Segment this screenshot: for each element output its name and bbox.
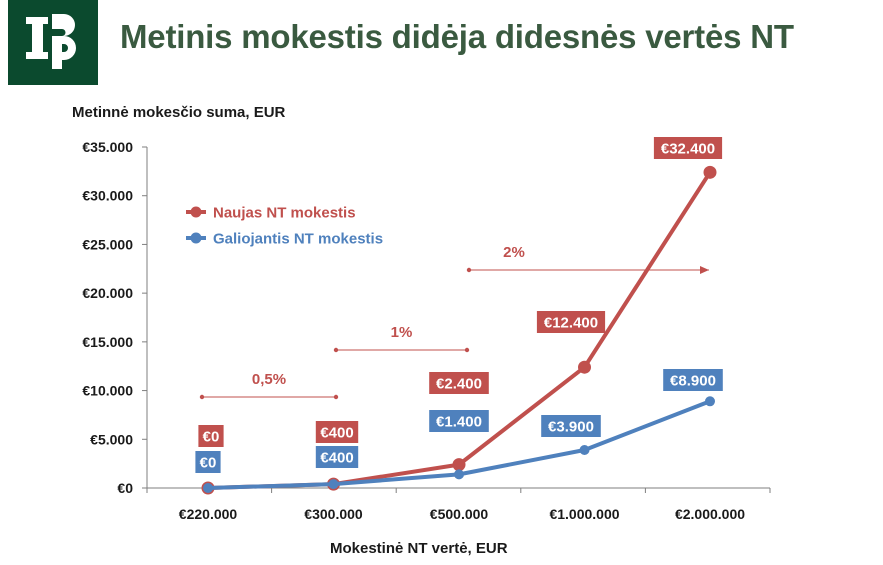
y-tick-label: €15.000 xyxy=(82,334,133,350)
data-label-box xyxy=(653,137,723,159)
x-tick-label: €2.000.000 xyxy=(675,506,745,522)
legend-label: Naujas NT mokestis xyxy=(213,205,356,222)
data-point xyxy=(454,469,464,480)
rate-range-arrow xyxy=(700,266,709,274)
rate-range-start xyxy=(333,347,339,353)
y-tick-label: €35.000 xyxy=(82,139,133,155)
data-label: €0 xyxy=(200,455,217,472)
rate-label: 1% xyxy=(391,324,413,341)
data-label: €2.400 xyxy=(436,376,482,393)
rate-label: 0,5% xyxy=(252,371,286,388)
data-label-box xyxy=(198,425,224,447)
bank-logo xyxy=(8,0,98,85)
data-label-box xyxy=(315,446,359,468)
legend-label: Galiojantis NT mokestis xyxy=(213,231,383,248)
data-label: €400 xyxy=(320,425,353,442)
legend-marker xyxy=(190,232,202,244)
data-label: €32.400 xyxy=(661,141,715,158)
data-label-box xyxy=(429,410,489,432)
rate-label: 2% xyxy=(503,244,525,261)
data-label: €1.400 xyxy=(436,414,482,431)
data-label-box xyxy=(541,415,601,437)
data-label: €8.900 xyxy=(670,373,716,390)
legend-marker xyxy=(190,206,202,218)
y-tick-label: €10.000 xyxy=(82,383,133,399)
data-point xyxy=(705,396,715,407)
data-point xyxy=(703,165,717,179)
data-label-box xyxy=(315,421,359,443)
data-label-box xyxy=(536,311,606,333)
data-label: €400 xyxy=(320,450,353,467)
x-tick-label: €300.000 xyxy=(304,506,363,522)
x-tick-label: €220.000 xyxy=(179,506,238,522)
data-label-box xyxy=(429,372,489,394)
data-label: €3.900 xyxy=(548,419,594,436)
x-tick-label: €1.000.000 xyxy=(549,506,619,522)
rate-range-start xyxy=(199,394,205,400)
x-axis-label: Mokestinė NT vertė, EUR xyxy=(330,540,508,557)
y-tick-label: €25.000 xyxy=(82,236,133,252)
y-tick-label: €0 xyxy=(117,480,133,496)
rate-range-start xyxy=(466,267,472,273)
data-label-box xyxy=(663,369,723,391)
y-tick-label: €30.000 xyxy=(82,188,133,204)
logo-icon xyxy=(26,14,76,69)
rate-range-end xyxy=(333,394,339,400)
data-label: €0 xyxy=(203,429,220,446)
y-axis-label: Metinnė mokesčio suma, EUR xyxy=(72,104,286,121)
page-title: Metinis mokestis didėja didesnės vertės … xyxy=(120,18,794,55)
data-point xyxy=(328,479,339,490)
rate-range-end xyxy=(464,347,470,353)
data-label: €12.400 xyxy=(544,315,598,332)
y-tick-label: €5.000 xyxy=(90,431,133,447)
x-tick-label: €500.000 xyxy=(430,506,489,522)
data-point xyxy=(452,458,466,472)
data-point xyxy=(578,360,591,374)
data-point xyxy=(203,483,213,493)
y-tick-label: €20.000 xyxy=(82,285,133,301)
data-point xyxy=(579,445,590,456)
data-label-box xyxy=(195,451,221,473)
